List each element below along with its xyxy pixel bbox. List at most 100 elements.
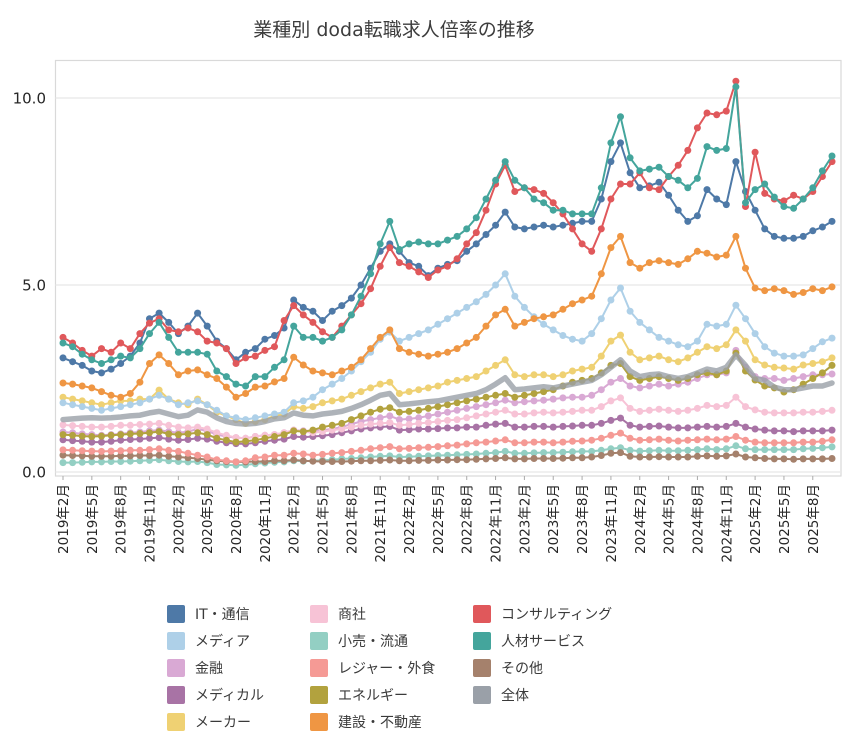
data-point bbox=[453, 406, 461, 414]
data-point bbox=[828, 426, 836, 434]
data-point bbox=[126, 446, 134, 454]
data-point bbox=[444, 424, 451, 432]
data-point bbox=[549, 199, 557, 207]
data-point bbox=[367, 384, 375, 392]
data-point bbox=[559, 332, 567, 339]
data-point bbox=[376, 333, 384, 341]
legend-label: 商社 bbox=[338, 606, 366, 623]
data-point bbox=[463, 303, 471, 311]
data-point bbox=[693, 446, 701, 454]
data-point bbox=[290, 399, 298, 407]
data-point bbox=[722, 107, 730, 115]
data-point bbox=[405, 421, 413, 428]
data-point bbox=[232, 458, 240, 466]
data-point bbox=[472, 229, 480, 237]
data-point bbox=[693, 212, 701, 220]
data-point bbox=[751, 454, 759, 462]
data-point bbox=[569, 225, 576, 233]
data-point bbox=[722, 251, 730, 259]
data-point bbox=[98, 438, 105, 446]
data-point bbox=[790, 290, 798, 298]
data-point bbox=[165, 430, 173, 438]
data-point bbox=[78, 397, 86, 405]
data-point bbox=[569, 300, 576, 308]
data-point bbox=[88, 356, 96, 364]
data-point bbox=[559, 206, 567, 214]
data-point bbox=[424, 240, 432, 248]
data-point bbox=[674, 206, 682, 214]
legend-label: メディカル bbox=[195, 687, 265, 704]
data-point bbox=[98, 432, 105, 440]
data-point bbox=[203, 401, 211, 409]
data-point bbox=[770, 455, 778, 463]
data-point bbox=[424, 443, 432, 451]
data-point bbox=[799, 373, 807, 381]
data-point bbox=[251, 383, 259, 391]
data-point bbox=[511, 371, 519, 379]
data-point bbox=[780, 439, 788, 447]
data-point bbox=[713, 146, 721, 154]
data-point bbox=[722, 341, 730, 349]
data-point bbox=[78, 403, 86, 411]
legend-swatch-icon bbox=[473, 658, 491, 677]
data-point bbox=[578, 421, 586, 429]
data-point bbox=[636, 264, 644, 272]
data-point bbox=[492, 391, 500, 399]
data-point bbox=[799, 427, 807, 435]
data-point bbox=[780, 364, 788, 372]
data-point bbox=[472, 240, 480, 248]
data-point bbox=[761, 408, 769, 416]
data-point bbox=[376, 262, 384, 270]
data-point bbox=[309, 333, 317, 341]
data-point bbox=[751, 446, 759, 454]
data-point bbox=[559, 371, 567, 379]
data-point bbox=[501, 270, 509, 278]
data-point bbox=[232, 414, 240, 422]
data-point bbox=[434, 410, 442, 418]
data-point bbox=[174, 447, 182, 455]
data-point bbox=[463, 375, 471, 382]
data-point bbox=[434, 320, 442, 328]
data-point bbox=[386, 404, 394, 412]
data-point bbox=[559, 305, 567, 313]
data-point bbox=[540, 199, 548, 207]
data-point bbox=[434, 266, 442, 274]
data-point bbox=[126, 436, 134, 443]
data-point bbox=[790, 234, 798, 242]
x-axis-tick-label: 2019年8月 bbox=[114, 484, 130, 554]
data-point bbox=[472, 450, 480, 458]
data-point bbox=[174, 453, 182, 461]
data-point bbox=[607, 244, 615, 252]
data-point bbox=[203, 371, 211, 379]
data-point bbox=[338, 458, 346, 465]
data-point bbox=[569, 454, 576, 462]
data-point bbox=[569, 437, 576, 445]
data-point bbox=[136, 446, 144, 454]
data-point bbox=[453, 255, 461, 263]
data-point bbox=[780, 376, 788, 384]
data-point bbox=[742, 453, 749, 461]
data-point bbox=[415, 419, 423, 427]
data-point bbox=[597, 352, 605, 360]
data-point bbox=[482, 322, 490, 330]
data-point bbox=[386, 217, 394, 225]
data-point bbox=[693, 423, 701, 431]
data-point bbox=[107, 447, 115, 455]
data-point bbox=[540, 396, 548, 404]
x-axis-tick-label: 2022年11月 bbox=[489, 484, 505, 563]
data-point bbox=[117, 393, 125, 401]
data-point bbox=[722, 435, 730, 443]
data-point bbox=[299, 433, 307, 441]
data-point bbox=[88, 384, 96, 392]
x-axis-tick-label: 2023年2月 bbox=[517, 484, 533, 554]
data-point bbox=[501, 419, 509, 427]
legend-swatch-icon bbox=[310, 631, 328, 650]
data-point bbox=[386, 326, 394, 334]
data-point bbox=[463, 456, 471, 464]
data-point bbox=[530, 186, 538, 194]
data-point bbox=[463, 225, 471, 233]
data-point bbox=[751, 206, 759, 214]
data-point bbox=[511, 455, 519, 463]
data-point bbox=[501, 396, 509, 404]
data-point bbox=[472, 455, 480, 463]
